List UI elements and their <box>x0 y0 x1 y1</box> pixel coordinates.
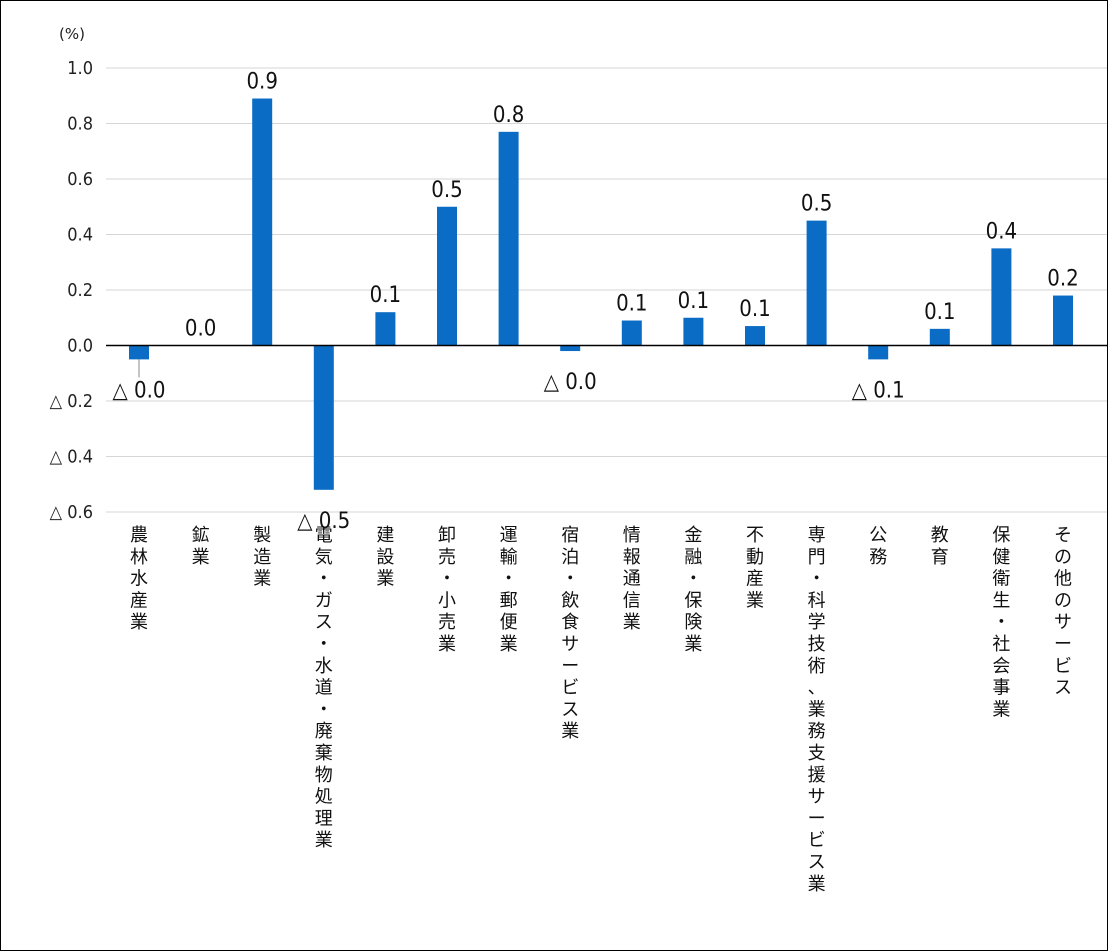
data-label: 0.1 <box>739 297 770 322</box>
category-label: 製造業 <box>253 525 271 590</box>
data-label: 0.4 <box>986 219 1017 244</box>
data-label: 0.0 <box>185 317 216 342</box>
bar <box>683 317 704 346</box>
y-tick-label: 0.4 <box>67 225 93 246</box>
y-tick-label: △ 0.4 <box>50 447 93 468</box>
bar <box>313 345 334 490</box>
data-label: 0.1 <box>616 292 647 317</box>
category-label: その他のサービス <box>1054 525 1072 699</box>
category-labels: 農林水産業 鉱業 製造業 電気・ガス・水道・廃棄物処理業 建設業 卸売・小売業 運輸・郵便業… <box>130 525 1072 895</box>
data-label: 0.8 <box>493 103 524 128</box>
category-label: 運輸・郵便業 <box>500 525 518 655</box>
category-label: 宿泊・飲食サービス業 <box>561 525 579 742</box>
data-label: 0.1 <box>924 300 955 325</box>
data-label: △ 0.0 <box>113 378 166 403</box>
category-label: 卸売・小売業 <box>438 525 456 655</box>
y-tick-label: 0.6 <box>67 169 93 190</box>
bar <box>129 345 149 360</box>
data-label: △ 0.5 <box>297 509 350 534</box>
bar <box>252 98 273 346</box>
bar <box>498 131 519 346</box>
data-label: △ 0.1 <box>852 378 905 403</box>
data-label: 0.5 <box>431 178 462 203</box>
y-tick-label: 1.0 <box>67 58 93 79</box>
bar <box>806 220 827 346</box>
gridlines <box>106 67 1107 513</box>
category-label: 金融・保険業 <box>684 525 702 655</box>
y-tick-label: 0.2 <box>67 280 93 301</box>
data-labels: △ 0.0 0.0 0.9 △ 0.5 0.1 0.5 0.8 △ 0.0 0.1 0.1 0.1 0… <box>113 70 1079 534</box>
category-label: 鉱業 <box>192 525 210 568</box>
category-label: 専門・科学技術、業務支援サービス業 <box>808 525 826 895</box>
category-label: 保健衛生・社会事業 <box>992 525 1010 720</box>
data-label: △ 0.0 <box>544 370 597 395</box>
y-tick-label: 0.8 <box>67 114 93 135</box>
data-label: 0.5 <box>801 192 832 217</box>
category-label: 公務 <box>869 525 887 568</box>
bar <box>560 345 581 352</box>
bar <box>437 206 457 346</box>
category-label: 農林水産業 <box>130 525 148 633</box>
bars <box>129 98 1073 490</box>
category-label: 教育 <box>931 525 949 568</box>
data-label: 0.9 <box>246 70 277 95</box>
data-label: 0.1 <box>678 289 709 314</box>
y-tick-label: 0.0 <box>67 336 93 357</box>
y-tick-label: △ 0.6 <box>50 502 93 523</box>
bar <box>375 312 396 346</box>
category-label: 不動産業 <box>746 525 764 611</box>
y-unit-label: (%) <box>59 25 85 43</box>
y-tick-label: △ 0.2 <box>50 391 93 412</box>
y-axis-ticks: 1.0 0.8 0.6 0.4 0.2 0.0 △ 0.2 △ 0.4 △ 0.6 <box>50 58 93 523</box>
data-label: 0.1 <box>370 283 401 308</box>
category-label: 建設業 <box>376 525 394 590</box>
data-label: 0.2 <box>1047 267 1078 292</box>
bar <box>929 328 950 346</box>
bar <box>621 320 642 346</box>
bar <box>991 248 1012 346</box>
bar <box>1053 295 1073 346</box>
bar <box>868 345 889 360</box>
bar <box>745 326 765 346</box>
category-label: 情報通信業 <box>623 525 641 633</box>
category-label: 電気・ガス・水道・廃棄物処理業 <box>315 525 333 851</box>
